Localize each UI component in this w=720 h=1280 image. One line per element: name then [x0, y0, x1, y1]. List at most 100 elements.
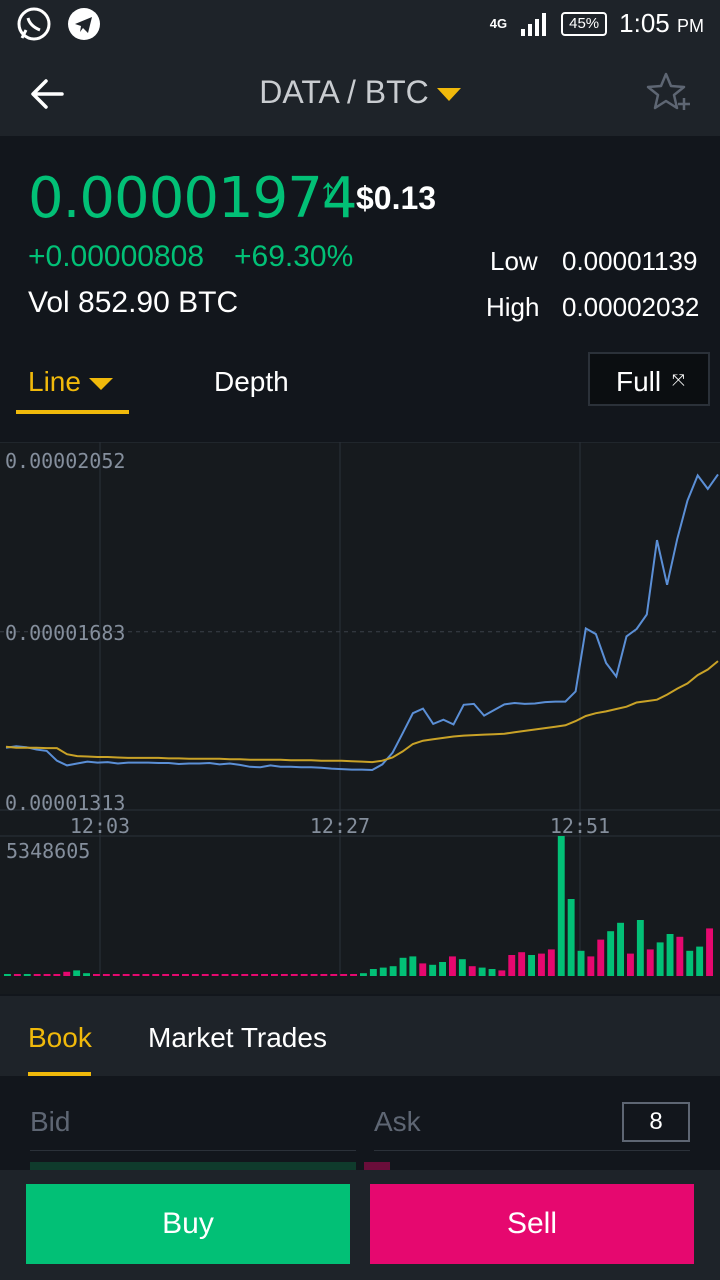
volume-24h: Vol 852.90 BTC: [28, 286, 239, 319]
status-bar: 4G 45% 1:05 PM: [0, 0, 720, 50]
volume-bar: [449, 956, 456, 976]
volume-bar: [310, 974, 318, 976]
volume-bar: [112, 974, 120, 976]
volume-bar: [152, 974, 160, 976]
app-header: DATA / BTC: [0, 50, 720, 136]
fullscreen-button[interactable]: [588, 352, 710, 406]
price-change-percent: +69.30%: [234, 240, 354, 273]
volume-bar: [221, 974, 229, 976]
usd-price: $0.13: [356, 180, 437, 216]
volume-bar: [23, 974, 31, 976]
moving-average-line: [5, 660, 719, 764]
volume-bar: [587, 956, 595, 976]
favorite-star-icon[interactable]: [644, 68, 694, 118]
volume-bar: [518, 952, 526, 976]
volume-bar: [567, 899, 575, 976]
volume-bar: [33, 974, 41, 976]
volume-bar: [646, 949, 654, 976]
x-tick-label: 12:03: [70, 814, 130, 838]
volume-bar: [607, 931, 615, 976]
caret-down-icon: [436, 88, 461, 102]
tab-market-trades[interactable]: Market Trades: [148, 1022, 327, 1053]
volume-bar: [498, 970, 506, 976]
volume-bar: [666, 934, 674, 976]
volume-bar: [271, 974, 278, 976]
volume-bar: [488, 969, 496, 976]
high-value: 0.00002032: [562, 292, 700, 322]
volume-bar: [320, 974, 328, 976]
depth-selector[interactable]: 8: [622, 1102, 690, 1142]
volume-bar: [102, 974, 110, 976]
volume-bar: [182, 974, 189, 976]
volume-bar: [656, 942, 664, 976]
volume-bar: [241, 974, 249, 976]
y-tick-label: 0.00002052: [5, 449, 125, 473]
volume-bar: [478, 967, 486, 976]
volume-bar: [696, 946, 704, 976]
volume-bar: [73, 970, 81, 976]
volume-bar: [409, 956, 417, 976]
volume-bar: [686, 950, 694, 976]
volume-bar: [528, 955, 535, 976]
volume-bar: [350, 974, 357, 976]
book-tabs: [0, 996, 720, 1076]
volume-bar: [577, 950, 585, 976]
divider: [374, 1150, 690, 1151]
volume-bar: [617, 922, 624, 976]
tab-book[interactable]: Book: [28, 1022, 92, 1053]
volume-max-label: 5348605: [6, 839, 90, 863]
volume-bar: [142, 974, 150, 976]
volume-bar: [557, 836, 565, 976]
volume-bar: [53, 974, 61, 976]
volume-bar: [399, 957, 407, 976]
volume-bar: [191, 974, 199, 976]
volume-bar: [172, 974, 179, 976]
volume-bar: [458, 959, 466, 976]
price-up-arrow-icon: ↑: [318, 170, 338, 214]
volume-bar: [547, 949, 555, 976]
volume-bar: [636, 920, 644, 976]
sell-button[interactable]: Sell: [370, 1184, 694, 1264]
x-tick-label: 12:51: [550, 814, 610, 838]
volume-bar: [330, 974, 338, 976]
bid-depth-bar: [30, 1162, 356, 1170]
volume-bar: [251, 974, 259, 976]
volume-bar: [676, 936, 684, 976]
clock: 1:05 PM: [619, 8, 704, 39]
volume-bar: [93, 974, 100, 976]
tab-line-label: Line: [28, 366, 81, 397]
volume-bar: [508, 955, 516, 976]
volume-bar: [13, 974, 21, 976]
volume-bar: [43, 974, 51, 976]
clock-ampm: PM: [677, 16, 704, 36]
tab-depth[interactable]: Depth: [214, 366, 289, 397]
buy-button[interactable]: Buy: [26, 1184, 350, 1264]
whatsapp-icon: [17, 7, 51, 41]
volume-bar: [468, 966, 476, 976]
volume-bar: [369, 969, 377, 976]
back-arrow-icon[interactable]: [28, 74, 68, 114]
volume-bar: [231, 974, 239, 976]
ask-depth-bar: [364, 1162, 390, 1170]
volume-bar: [429, 964, 437, 976]
notification-icons: [16, 6, 102, 42]
price-change: +0.00000808: [28, 240, 205, 273]
expand-icon: ⤧: [672, 372, 685, 389]
volume-bar: [340, 974, 348, 976]
low-value: 0.00001139: [562, 246, 698, 276]
tab-line[interactable]: Line: [28, 366, 113, 398]
caret-down-icon: [88, 377, 113, 390]
pair-label: DATA / BTC: [259, 74, 429, 110]
price-chart[interactable]: 0.00002052 0.00001683 0.00001313 12:03 12:27…: [0, 442, 720, 994]
telegram-icon: [68, 8, 100, 40]
price-line: [5, 473, 719, 772]
pair-selector[interactable]: DATA / BTC: [0, 74, 720, 111]
volume-bar: [63, 971, 71, 976]
volume-bar: [201, 974, 209, 976]
volume-bar: [4, 974, 11, 976]
volume-bar: [83, 973, 90, 976]
volume-bar: [538, 953, 545, 976]
signal-icon: [521, 12, 547, 36]
low-label: Low: [490, 246, 538, 276]
